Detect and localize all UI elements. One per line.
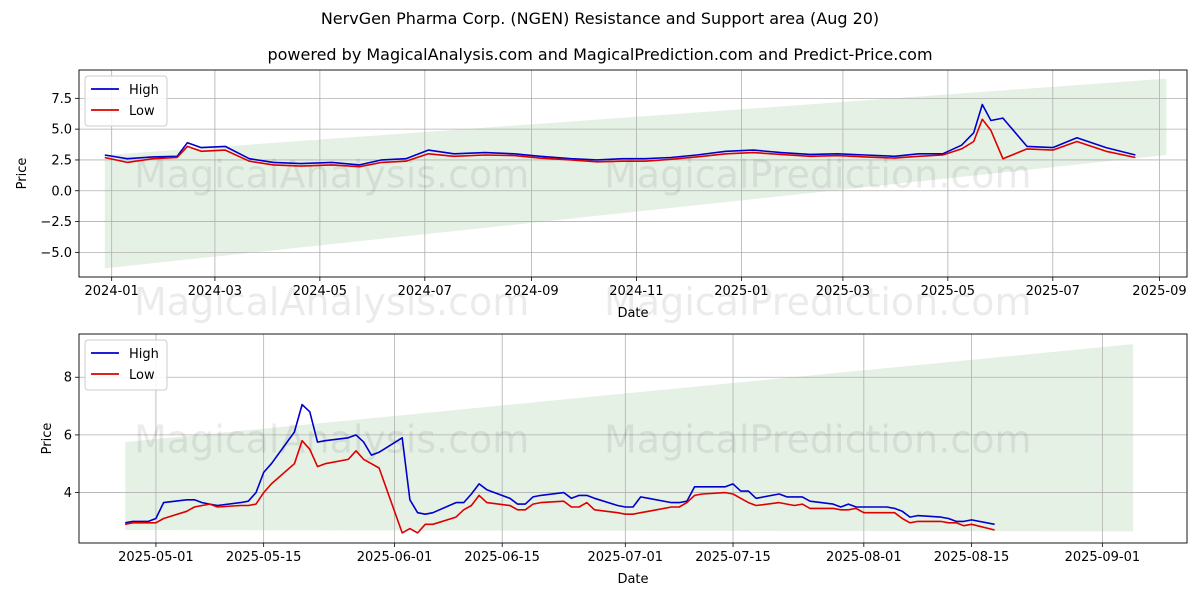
x-tick-label: 2024-09 [504, 284, 558, 299]
legend-label-high: High [129, 347, 159, 362]
legend-label-low: Low [129, 368, 155, 383]
chart-title: NervGen Pharma Corp. (NGEN) Resistance a… [320, 9, 880, 28]
y-axis-label: Price [40, 423, 55, 455]
watermark: MagicalPrediction.com [604, 153, 1032, 197]
x-tick-label: 2025-09-01 [1065, 550, 1141, 565]
x-tick-label: 2024-05 [293, 284, 347, 299]
x-axis-label: Date [617, 306, 648, 321]
x-tick-label: 2024-01 [85, 284, 139, 299]
watermark: MagicalAnalysis.com [134, 153, 529, 197]
x-tick-label: 2025-07-15 [695, 550, 771, 565]
watermark: MagicalAnalysis.com [134, 280, 529, 324]
y-axis-label: Price [15, 158, 30, 190]
y-tick-label: 6 [64, 428, 72, 443]
x-tick-label: 2025-05-01 [118, 550, 194, 565]
y-tick-label: 5.0 [51, 123, 72, 138]
y-tick-label: 8 [64, 371, 72, 386]
x-tick-label: 2024-11 [609, 284, 663, 299]
series-line-low [125, 439, 995, 534]
x-tick-label: 2025-06-15 [464, 550, 540, 565]
x-axis-label: Date [617, 572, 648, 587]
support-resistance-band [125, 344, 1134, 532]
x-tick-label: 2025-05-15 [226, 550, 302, 565]
series-line-low [104, 118, 1136, 168]
watermark: MagicalPrediction.com [604, 280, 1032, 324]
x-tick-label: 2024-03 [188, 284, 242, 299]
y-tick-label: 2.5 [51, 153, 72, 168]
support-resistance-band [104, 78, 1167, 269]
chart-subtitle: powered by MagicalAnalysis.com and Magic… [267, 45, 933, 64]
series-line-high [104, 103, 1136, 166]
y-tick-label: 0.0 [51, 184, 72, 199]
y-tick-label: 4 [64, 486, 72, 501]
legend-label-high: High [129, 83, 159, 98]
y-tick-label: −5.0 [40, 246, 72, 261]
series-line-high [125, 403, 995, 526]
x-tick-label: 2025-07-01 [588, 550, 664, 565]
x-tick-label: 2025-08-01 [826, 550, 902, 565]
x-tick-label: 2025-05 [921, 284, 975, 299]
x-tick-label: 2025-08-15 [934, 550, 1010, 565]
x-tick-label: 2025-07 [1026, 284, 1080, 299]
y-tick-label: 7.5 [51, 92, 72, 107]
x-tick-label: 2025-06-01 [357, 550, 433, 565]
x-tick-label: 2024-07 [398, 284, 452, 299]
x-tick-label: 2025-03 [816, 284, 870, 299]
plot-frame [78, 333, 1188, 544]
watermark: MagicalPrediction.com [604, 418, 1032, 462]
x-tick-label: 2025-01 [714, 284, 768, 299]
x-tick-label: 2025-09 [1132, 284, 1186, 299]
plot-frame [78, 69, 1188, 278]
y-tick-label: −2.5 [40, 215, 72, 230]
legend-label-low: Low [129, 104, 155, 119]
